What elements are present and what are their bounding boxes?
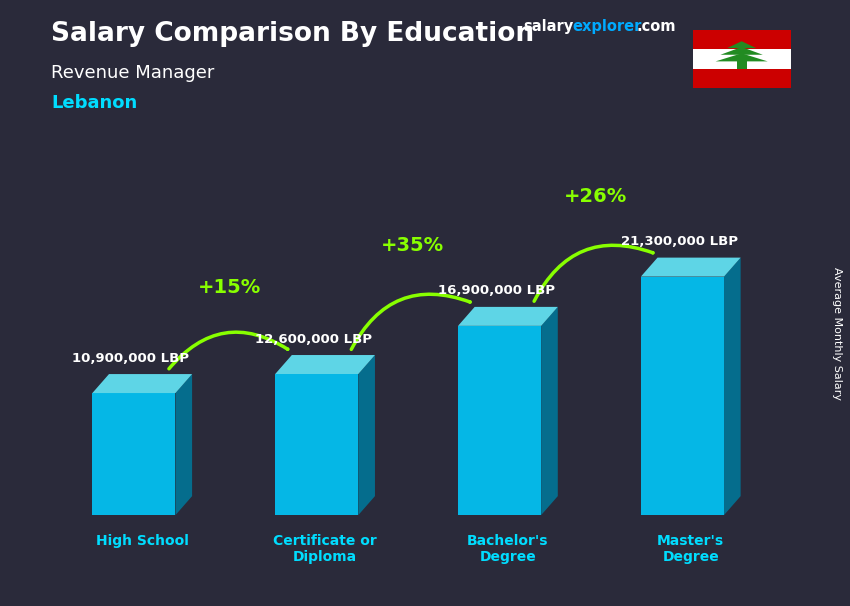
Polygon shape — [175, 374, 192, 515]
Text: Certificate or
Diploma: Certificate or Diploma — [273, 534, 377, 564]
Text: 10,900,000 LBP: 10,900,000 LBP — [72, 351, 189, 365]
FancyArrowPatch shape — [169, 332, 288, 369]
Bar — [693, 50, 791, 68]
Text: 16,900,000 LBP: 16,900,000 LBP — [438, 284, 555, 298]
Polygon shape — [641, 258, 740, 276]
Polygon shape — [458, 326, 541, 515]
Text: Average Monthly Salary: Average Monthly Salary — [832, 267, 842, 400]
Text: +15%: +15% — [198, 278, 261, 297]
Text: Revenue Manager: Revenue Manager — [51, 64, 214, 82]
Text: Salary Comparison By Education: Salary Comparison By Education — [51, 21, 534, 47]
Polygon shape — [93, 393, 175, 515]
Text: explorer: explorer — [572, 19, 642, 35]
Text: salary: salary — [523, 19, 573, 35]
Polygon shape — [721, 47, 762, 55]
Text: +35%: +35% — [381, 236, 444, 255]
Polygon shape — [275, 355, 375, 374]
Polygon shape — [641, 276, 724, 515]
Polygon shape — [458, 307, 558, 326]
Text: Lebanon: Lebanon — [51, 94, 137, 112]
Text: Bachelor's
Degree: Bachelor's Degree — [468, 534, 548, 564]
Polygon shape — [541, 307, 558, 515]
FancyArrowPatch shape — [534, 245, 653, 301]
Text: 21,300,000 LBP: 21,300,000 LBP — [620, 235, 738, 248]
Bar — [693, 68, 791, 88]
Bar — [737, 61, 746, 68]
Bar — [693, 30, 791, 50]
Polygon shape — [275, 374, 359, 515]
Polygon shape — [716, 53, 768, 61]
Text: .com: .com — [637, 19, 676, 35]
Polygon shape — [93, 374, 192, 393]
Polygon shape — [724, 258, 740, 515]
Text: 12,600,000 LBP: 12,600,000 LBP — [255, 333, 372, 345]
Polygon shape — [727, 41, 756, 48]
FancyArrowPatch shape — [351, 294, 470, 350]
Text: Master's
Degree: Master's Degree — [657, 534, 724, 564]
Text: +26%: +26% — [564, 187, 626, 206]
Text: High School: High School — [96, 534, 189, 548]
Polygon shape — [359, 355, 375, 515]
